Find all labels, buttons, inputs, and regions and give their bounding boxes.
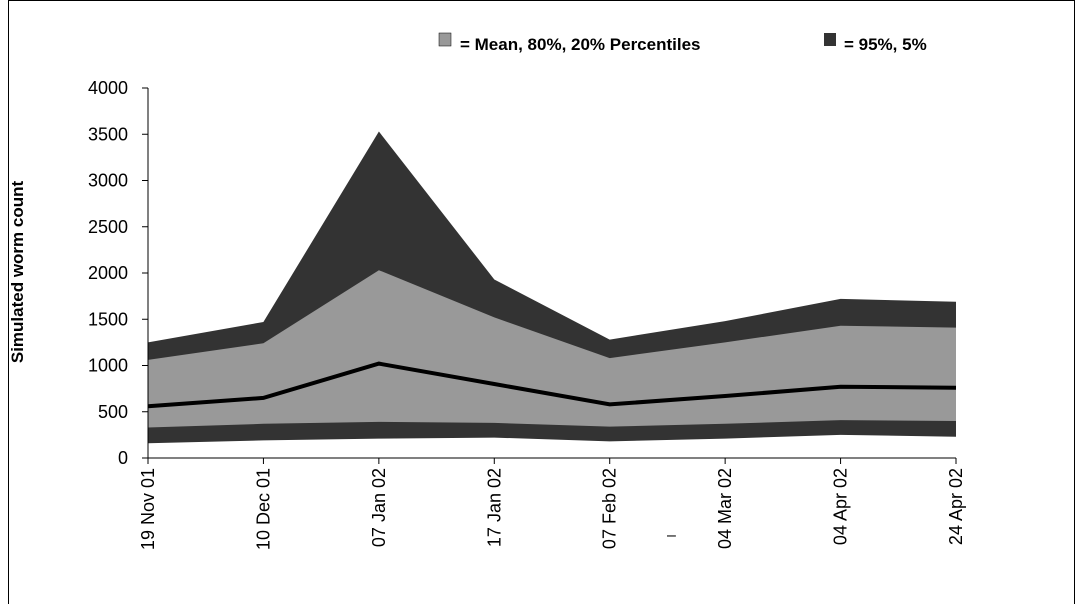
y-tick-label: 2500 <box>88 217 128 237</box>
x-axis: 19 Nov 01 10 Dec 01 07 Jan 02 17 Jan 02 07 F… <box>138 457 966 550</box>
y-tick-label: 3500 <box>88 124 128 144</box>
x-tick-label: 04 Apr 02 <box>831 468 851 545</box>
legend: = Mean, 80%, 20% Percentiles = 95%, 5% <box>438 32 927 54</box>
x-tick-label: 07 Feb 02 <box>600 468 620 549</box>
plot-area <box>147 131 957 444</box>
x-tick-label: 04 Mar 02 <box>715 468 735 549</box>
y-tick-label: 1000 <box>88 356 128 376</box>
x-tick-label: 19 Nov 01 <box>138 468 158 550</box>
y-tick-label: 2000 <box>88 263 128 283</box>
y-tick-label: 0 <box>118 448 128 468</box>
legend-label-outer: = 95%, 5% <box>844 35 927 54</box>
legend-label-inner: = Mean, 80%, 20% Percentiles <box>460 35 701 54</box>
annotation-dash: – <box>667 527 676 544</box>
y-tick-label: 1500 <box>88 309 128 329</box>
y-tick-label: 3000 <box>88 171 128 191</box>
band-80-20 <box>148 270 956 428</box>
y-axis-label: Simulated worm count <box>8 181 27 364</box>
x-tick-label: 07 Jan 02 <box>369 468 389 547</box>
chart-frame <box>8 0 1075 604</box>
x-tick-label: 10 Dec 01 <box>253 468 273 550</box>
legend-swatch-outer <box>824 33 836 46</box>
x-tick-label: 24 Apr 02 <box>946 468 966 545</box>
legend-swatch-inner <box>438 32 452 47</box>
x-tick-label: 17 Jan 02 <box>484 468 504 547</box>
y-axis: 0 500 1000 1500 2000 2500 3000 3500 4000 <box>88 78 149 468</box>
y-tick-label: 4000 <box>88 78 128 98</box>
mean-line <box>147 361 957 409</box>
y-tick-label: 500 <box>98 402 128 422</box>
